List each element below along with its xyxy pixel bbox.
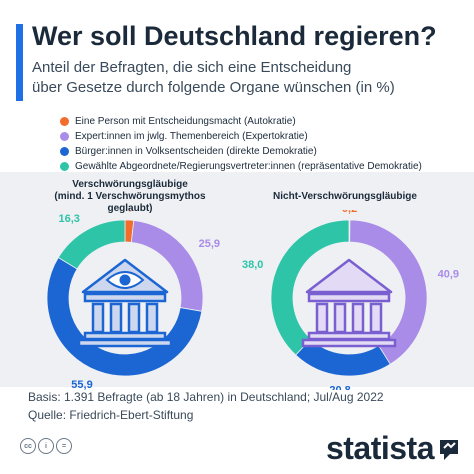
- left-slice-repraesentative-demokratie: [57, 219, 126, 270]
- license-icons: cc i =: [20, 438, 72, 454]
- left-data-label-autokratie: 1,8: [123, 210, 138, 213]
- left-data-label-expertokratie: 25,9: [199, 238, 220, 250]
- legend-label-expertokratie: Expert:innen im jwlg. Themenbereich (Exp…: [75, 131, 308, 142]
- subtitle-line-2: über Gesetze durch folgende Organe wünsc…: [32, 79, 395, 96]
- left-building-icon: [77, 258, 173, 348]
- legend-item-expertokratie: Expert:innen im jwlg. Themenbereich (Exp…: [60, 129, 460, 144]
- chart-right-title: Nicht-Verschwörungsgläubige: [245, 191, 445, 203]
- footer-source: Quelle: Friedrich-Ebert-Stiftung: [28, 408, 194, 422]
- chart-area: Verschwörungsgläubige (mind. 1 Verschwör…: [0, 172, 474, 390]
- legend-dot-direkte-demokratie: [60, 147, 69, 156]
- footer-basis: Basis: 1.391 Befragte (ab 18 Jahren) in …: [28, 390, 384, 404]
- left-data-label-direkte-demokratie: 55,9: [71, 379, 92, 390]
- legend-dot-autokratie: [60, 117, 69, 126]
- title-accent-bar: [16, 24, 23, 101]
- right-data-label-autokratie: 0,2: [342, 210, 357, 215]
- chart-right-title-line-1: Nicht-Verschwörungsgläubige: [273, 191, 417, 202]
- statista-logo-text[interactable]: statista: [325, 430, 435, 466]
- footer-notes: Basis: 1.391 Befragte (ab 18 Jahren) in …: [28, 388, 468, 424]
- subtitle-line-1: Anteil der Befragten, die sich eine Ents…: [32, 59, 352, 76]
- right-data-label-expertokratie: 40,9: [438, 268, 459, 280]
- page-title: Wer soll Deutschland regieren?: [32, 21, 437, 51]
- chart-legend: Eine Person mit Entscheidungsmacht (Auto…: [60, 114, 460, 174]
- right-data-label-repraesentative-demokratie: 38,0: [242, 259, 263, 271]
- legend-dot-repraesentative-demokratie: [60, 162, 69, 171]
- left-eye-icon: [105, 271, 145, 289]
- donut-chart-right: 0,2 40,9 20,8 38,0: [242, 210, 459, 390]
- right-data-label-direkte-demokratie: 20,8: [329, 385, 350, 390]
- statista-logo-mark-icon: [440, 440, 458, 460]
- legend-dot-expertokratie: [60, 132, 69, 141]
- legend-label-autokratie: Eine Person mit Entscheidungsmacht (Auto…: [75, 116, 296, 127]
- donut-chart-left: 1,8 25,9 55,9 16,3: [46, 210, 220, 390]
- chart-left-title-line-2: (mind. 1 Verschwörungsmythos: [54, 191, 206, 202]
- left-data-label-repraesentative-demokratie: 16,3: [58, 213, 79, 225]
- no-derivatives-icon[interactable]: =: [56, 438, 72, 454]
- chart-left-title: Verschwörungsgläubige (mind. 1 Verschwör…: [30, 179, 230, 215]
- legend-item-autokratie: Eine Person mit Entscheidungsmacht (Auto…: [60, 114, 460, 129]
- right-building-icon: [301, 258, 397, 348]
- legend-item-direkte-demokratie: Bürger:innen in Volksentscheiden (direkt…: [60, 144, 460, 159]
- page-subtitle: Anteil der Befragten, die sich eine Ents…: [32, 58, 462, 98]
- chart-left-title-line-1: Verschwörungsgläubige: [72, 179, 188, 190]
- right-slice-repraesentative-demokratie: [270, 219, 350, 356]
- legend-label-direkte-demokratie: Bürger:innen in Volksentscheiden (direkt…: [75, 146, 317, 157]
- legend-item-repraesentative-demokratie: Gewählte Abgeordnete/Regierungsvertreter…: [60, 159, 460, 174]
- chart-left-title-line-3: geglaubt): [107, 203, 153, 214]
- attribution-icon[interactable]: i: [38, 438, 54, 454]
- legend-label-repraesentative-demokratie: Gewählte Abgeordnete/Regierungsvertreter…: [75, 161, 422, 172]
- cc-icon[interactable]: cc: [20, 438, 36, 454]
- bottom-row: cc i = statista: [0, 430, 474, 474]
